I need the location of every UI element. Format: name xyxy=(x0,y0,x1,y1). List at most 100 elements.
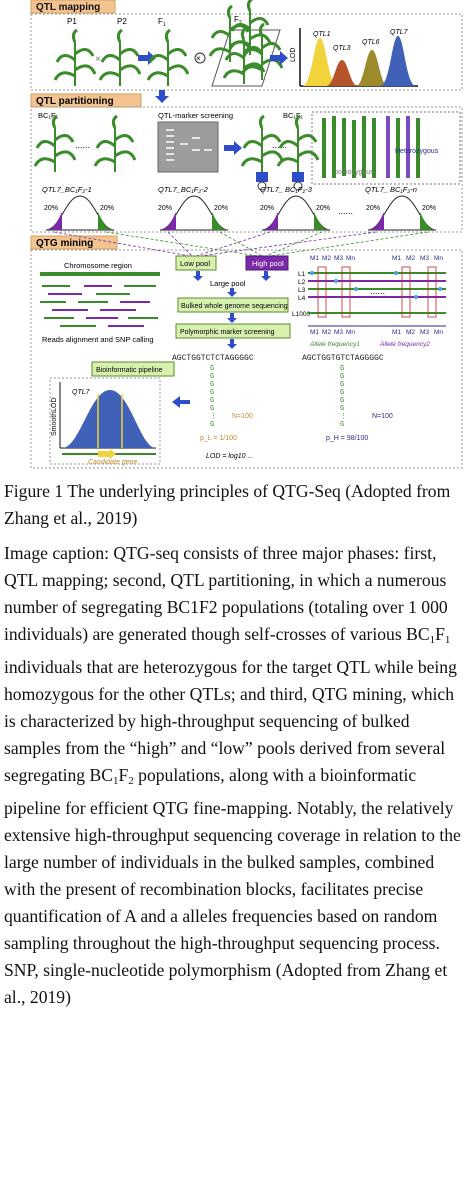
chromosome-region-label: Chromosome region xyxy=(64,261,132,270)
population-distributions: QTL7_BC₁F₂-1 QTL7_BC₁F₂-2 QTL7_ BC₁F₂-3 … xyxy=(42,185,437,231)
smooth-lod-curve xyxy=(62,390,156,448)
svg-text:M2: M2 xyxy=(322,329,331,336)
svg-text:M3: M3 xyxy=(420,329,429,336)
svg-text:G: G xyxy=(340,381,344,389)
svg-text:⋮: ⋮ xyxy=(210,413,217,421)
arrow-to-partitioning xyxy=(155,90,169,103)
svg-text:20%: 20% xyxy=(260,205,274,212)
figure-caption: Image caption: QTG-seq consists of three… xyxy=(4,540,466,1011)
chromosome-bars xyxy=(322,116,420,178)
svg-text:⋮: ⋮ xyxy=(340,413,347,421)
svg-text:G: G xyxy=(210,389,214,397)
svg-text:G: G xyxy=(210,365,214,373)
p2-plant xyxy=(98,28,142,88)
svg-text:Mn: Mn xyxy=(346,255,355,262)
qtl-partitioning-header-text: QTL partitioning xyxy=(36,96,114,107)
qtl-partitioning-header xyxy=(30,93,142,108)
svg-text:20%: 20% xyxy=(366,205,380,212)
qtg-mining-section: QTG mining Chromosome region Reads align… xyxy=(30,231,463,469)
qtl-mapping-section: QTL mapping P1 P2 F1 F2 × × LOD QTL1 QTL… xyxy=(30,0,463,103)
homozygous-label: homozygous xyxy=(334,169,374,176)
allele-frequency-2: Allele frequency2 xyxy=(379,341,430,348)
population-label-1: QTL7_BC₁F₂-1 xyxy=(42,185,92,194)
svg-text:......: ...... xyxy=(75,140,90,150)
qtl7-label: QTL7 xyxy=(390,29,409,36)
lod-axis-label: LOD xyxy=(290,48,297,62)
qtl-partitioning-section: QTL partitioning BC₁F₁ ...... QTL-marker… xyxy=(30,93,463,233)
smooth-lod-axis: SmoothLOD xyxy=(51,397,58,436)
svg-text:G: G xyxy=(210,381,214,389)
low-pool-label: Low pool xyxy=(180,259,210,268)
figure-title: Figure 1 The underlying principles of QT… xyxy=(4,481,451,528)
reads-alignment-label: Reads alignment and SNP calling xyxy=(42,335,154,344)
ph-equation: p_H = 98/100 xyxy=(326,435,368,442)
p1-plant xyxy=(53,28,97,88)
population-label-3: QTL7_ BC₁F₂-3 xyxy=(260,185,313,194)
qtg-mining-panel xyxy=(30,249,463,469)
svg-text:L4: L4 xyxy=(298,295,306,302)
svg-text:G: G xyxy=(340,389,344,397)
svg-text:M1: M1 xyxy=(310,255,319,262)
svg-text:20%: 20% xyxy=(158,205,172,212)
qtl1-peak xyxy=(302,38,338,86)
p2-label: P2 xyxy=(117,17,127,26)
genotype-inset xyxy=(311,111,461,185)
marker-matrix: M1 M2 M3 Mn M1 M2 M3 Mn L1 L2 L3 L4 L100… xyxy=(292,255,446,348)
svg-text:M2: M2 xyxy=(406,255,415,262)
svg-text:L3: L3 xyxy=(298,287,306,294)
bioinformatic-box xyxy=(91,361,175,377)
svg-text:M2: M2 xyxy=(322,255,331,262)
svg-text:M2: M2 xyxy=(406,329,415,336)
population-label-4: QTL7_ BC₁F₂-n xyxy=(365,185,417,194)
f1-label: F1 xyxy=(158,17,166,28)
svg-text:G: G xyxy=(340,397,344,405)
svg-text:M1: M1 xyxy=(310,329,319,336)
svg-text:20%: 20% xyxy=(422,205,436,212)
qtl6-label: QTL6 xyxy=(362,39,380,46)
svg-text:L2: L2 xyxy=(298,279,306,286)
allele-frequency-1: Allele frequency1 xyxy=(309,341,360,348)
svg-text:G: G xyxy=(210,421,214,429)
n-left: N=100 xyxy=(232,413,253,420)
sequencing-reads xyxy=(40,285,158,327)
p1-label: P1 xyxy=(67,17,77,26)
f1-plant xyxy=(146,28,190,88)
qtl7-peak xyxy=(380,36,416,86)
candidate-gene-label: Candidate gene xyxy=(88,459,138,466)
svg-text:20%: 20% xyxy=(100,205,114,212)
qtl-marker-screening-label: QTL-marker screening xyxy=(158,111,233,120)
heterozygous-label: Heterozygous xyxy=(395,148,439,155)
svg-text:G: G xyxy=(210,373,214,381)
polymorphic-screening-box xyxy=(175,323,291,339)
svg-text:×: × xyxy=(196,54,201,63)
svg-text:......: ...... xyxy=(370,286,385,296)
svg-text:Mn: Mn xyxy=(346,329,355,336)
qtg-seq-figure: QTL mapping P1 P2 F1 F2 × × LOD QTL1 QTL… xyxy=(0,0,466,472)
svg-text:......: ...... xyxy=(338,206,353,216)
qtl1-label: QTL1 xyxy=(313,31,331,38)
caption-body: Image caption: QTG-seq consists of three… xyxy=(4,543,461,1007)
polymorphic-screening-label: Polymorphic marker screening xyxy=(180,329,275,336)
qtl-mapping-panel xyxy=(30,13,463,91)
svg-text:L1: L1 xyxy=(298,271,306,278)
svg-text:G: G xyxy=(340,421,344,429)
n-right: N=100 xyxy=(372,413,393,420)
sequence-left: AGCTGGTCTCTAGGGGC xyxy=(172,354,254,363)
bulked-sequencing-label: Bulked whole genome sequencing xyxy=(181,303,288,310)
bioinformatic-label: Bioinformatic pipeline xyxy=(96,367,163,374)
cross-symbol: × xyxy=(95,54,101,65)
large-pool-label: Large pool xyxy=(210,279,246,288)
sequence-right: AGCTGGTGTCTAGGGGC xyxy=(302,354,384,363)
svg-text:G: G xyxy=(340,373,344,381)
pl-equation: p_L = 1/100 xyxy=(200,435,237,442)
svg-text:Mn: Mn xyxy=(434,255,443,262)
qtg-mining-header-text: QTG mining xyxy=(36,238,93,249)
smooth-lod-plot xyxy=(49,377,161,465)
qtl-mapping-header xyxy=(30,0,116,14)
qtl-partitioning-panel xyxy=(30,106,463,233)
svg-text:20%: 20% xyxy=(214,205,228,212)
bc1f1-left-label: BC₁F₁ xyxy=(38,111,59,120)
qtl3-peak xyxy=(326,60,358,86)
qtl3-label: QTL3 xyxy=(333,45,351,52)
svg-text:M3: M3 xyxy=(334,255,343,262)
